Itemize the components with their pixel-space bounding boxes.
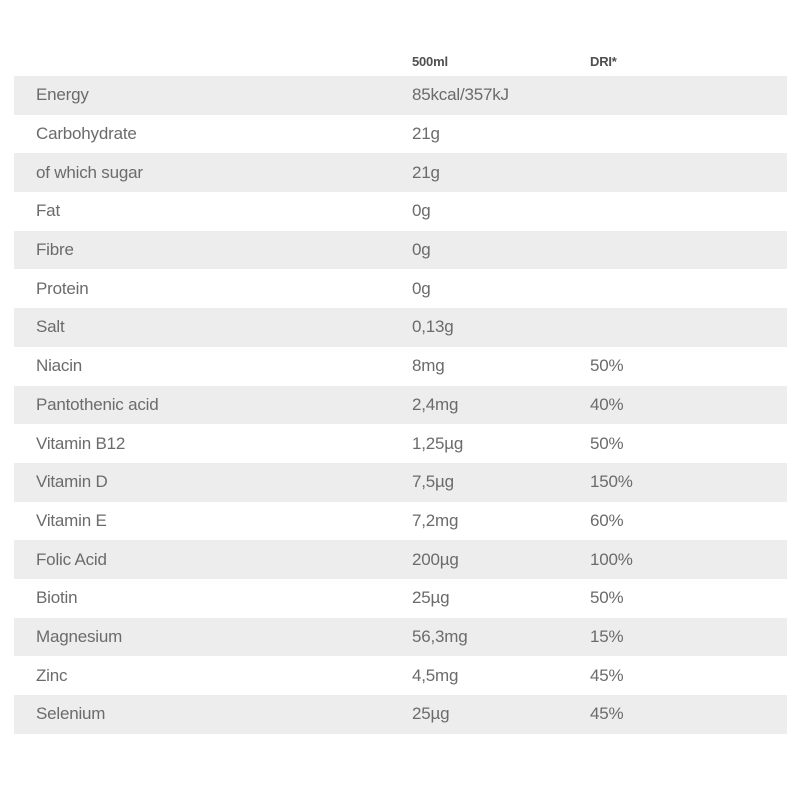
- nutrient-label: Energy: [36, 85, 89, 105]
- amount-value: 25µg: [412, 704, 450, 724]
- dri-value: 40%: [590, 394, 624, 414]
- nutrient-label: Zinc: [36, 665, 68, 685]
- amount-value: 0,13g: [412, 317, 454, 337]
- amount-value: 2,4mg: [412, 394, 459, 414]
- nutrient-label: Pantothenic acid: [36, 394, 159, 414]
- nutrient-label: Fat: [36, 201, 60, 221]
- amount-value: 8mg: [412, 356, 445, 376]
- nutrient-label: Biotin: [36, 588, 78, 608]
- table-row: Selenium 25µg 45%: [14, 695, 787, 734]
- nutrient-label: Niacin: [36, 356, 83, 376]
- dri-value: 15%: [590, 626, 624, 646]
- dri-value: 60%: [590, 510, 624, 530]
- table-row: Energy 85kcal/357kJ: [14, 76, 787, 115]
- nutrient-label: Vitamin D: [36, 472, 108, 492]
- amount-value: 200µg: [412, 549, 459, 569]
- column-header-amount: 500ml: [412, 53, 448, 69]
- amount-value: 21g: [412, 162, 440, 182]
- amount-value: 0g: [412, 240, 431, 260]
- amount-value: 1,25µg: [412, 433, 464, 453]
- dri-value: 45%: [590, 665, 624, 685]
- amount-value: 85kcal/357kJ: [412, 85, 509, 105]
- dri-value: 100%: [590, 549, 633, 569]
- table-body: Energy 85kcal/357kJ Carbohydrate 21g of …: [14, 76, 787, 734]
- table-row: Vitamin E 7,2mg 60%: [14, 502, 787, 541]
- table-row: Protein 0g: [14, 269, 787, 308]
- table-row: Magnesium 56,3mg 15%: [14, 617, 787, 657]
- amount-value: 7,5µg: [412, 472, 454, 492]
- amount-value: 7,2mg: [412, 510, 459, 530]
- nutrition-table: 500ml DRI* Energy 85kcal/357kJ Carbohydr…: [14, 46, 787, 734]
- nutrient-label: Salt: [36, 317, 65, 337]
- nutrient-label: Selenium: [36, 704, 106, 724]
- table-row: Carbohydrate 21g: [14, 115, 787, 154]
- nutrient-label: Folic Acid: [36, 549, 107, 569]
- table-row: Salt 0,13g: [14, 308, 787, 347]
- table-row: Fibre 0g: [14, 230, 787, 270]
- nutrient-label: Vitamin B12: [36, 433, 126, 453]
- amount-value: 4,5mg: [412, 665, 459, 685]
- nutrient-label: Fibre: [36, 240, 74, 260]
- table-row: of which sugar 21g: [14, 153, 787, 193]
- amount-value: 21g: [412, 124, 440, 144]
- nutrient-label: of which sugar: [36, 162, 143, 182]
- table-row: Vitamin B12 1,25µg 50%: [14, 424, 787, 463]
- amount-value: 0g: [412, 278, 431, 298]
- table-row: Biotin 25µg 50%: [14, 579, 787, 618]
- table-row: Niacin 8mg 50%: [14, 347, 787, 386]
- table-row: Folic Acid 200µg 100%: [14, 540, 787, 579]
- table-row: Vitamin D 7,5µg 150%: [14, 462, 787, 502]
- amount-value: 25µg: [412, 588, 450, 608]
- table-row: Fat 0g: [14, 192, 787, 231]
- nutrient-label: Magnesium: [36, 626, 123, 646]
- amount-value: 56,3mg: [412, 626, 468, 646]
- table-row: Pantothenic acid 2,4mg 40%: [14, 385, 787, 425]
- table-row: Zinc 4,5mg 45%: [14, 656, 787, 695]
- nutrient-label: Carbohydrate: [36, 124, 137, 144]
- nutrient-label: Vitamin E: [36, 510, 107, 530]
- dri-value: 50%: [590, 356, 624, 376]
- nutrient-label: Protein: [36, 278, 89, 298]
- column-header-dri: DRI*: [590, 53, 617, 69]
- table-header-row: 500ml DRI*: [14, 46, 787, 76]
- dri-value: 45%: [590, 704, 624, 724]
- dri-value: 50%: [590, 588, 624, 608]
- amount-value: 0g: [412, 201, 431, 221]
- dri-value: 150%: [590, 472, 633, 492]
- dri-value: 50%: [590, 433, 624, 453]
